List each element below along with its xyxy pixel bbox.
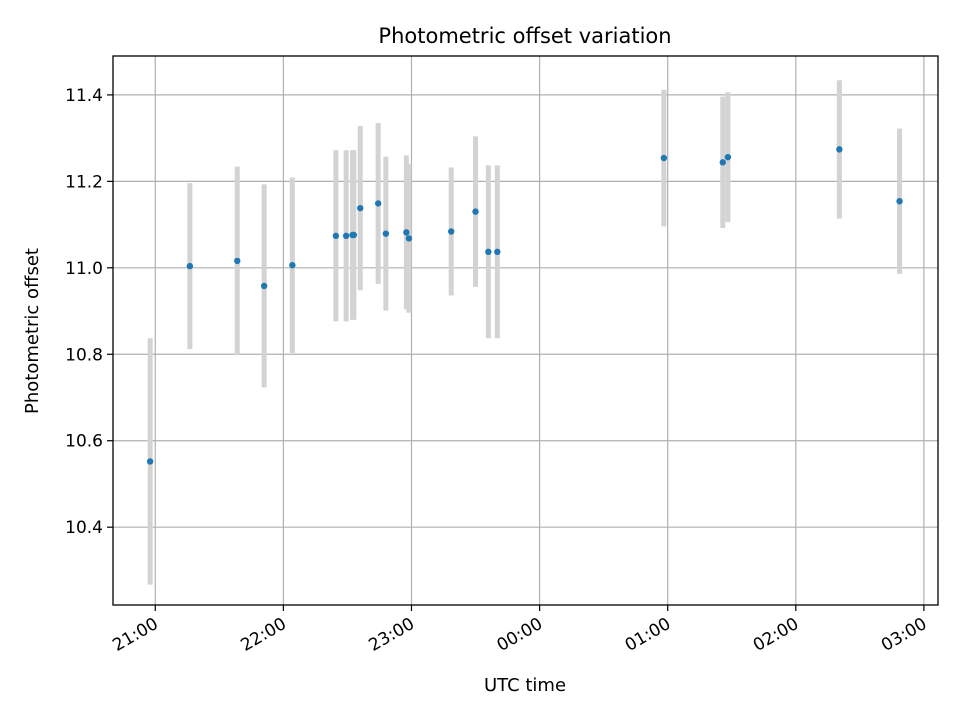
y-axis-ticks: 10.4 10.6 10.8 11.0 11.2 11.4 [65,86,113,538]
data-point [405,235,413,242]
data-point [485,248,492,256]
y-tick-label: 10.4 [65,518,103,538]
y-axis-label: Photometric offset [22,248,43,414]
data-point [146,458,154,465]
data-point [382,230,390,237]
y-tick-label: 10.8 [65,345,103,365]
data-point [234,257,241,265]
data-point [403,229,410,236]
y-tick-label: 11.4 [65,86,103,106]
y-tick-label: 11.0 [65,259,103,279]
y-tick-label: 10.6 [65,432,103,452]
y-tick-label: 11.2 [65,172,103,192]
data-point [896,198,903,205]
data-point [836,146,843,153]
data-point [724,153,732,161]
plot-frame [112,55,939,606]
data-point [350,231,358,239]
data-point [447,228,455,235]
data-point [332,232,340,240]
data-point [494,248,501,256]
data-point [719,159,726,166]
data-points [146,146,903,465]
data-point [342,232,350,240]
x-axis-label: UTC time [484,675,566,696]
data-point [660,154,668,162]
chart-title: Photometric offset variation [378,24,671,48]
data-point [289,262,296,269]
data-point [472,208,479,215]
grid [113,56,938,605]
data-point [186,262,194,270]
data-point [260,282,268,290]
data-point [374,200,382,207]
data-point [357,204,364,212]
